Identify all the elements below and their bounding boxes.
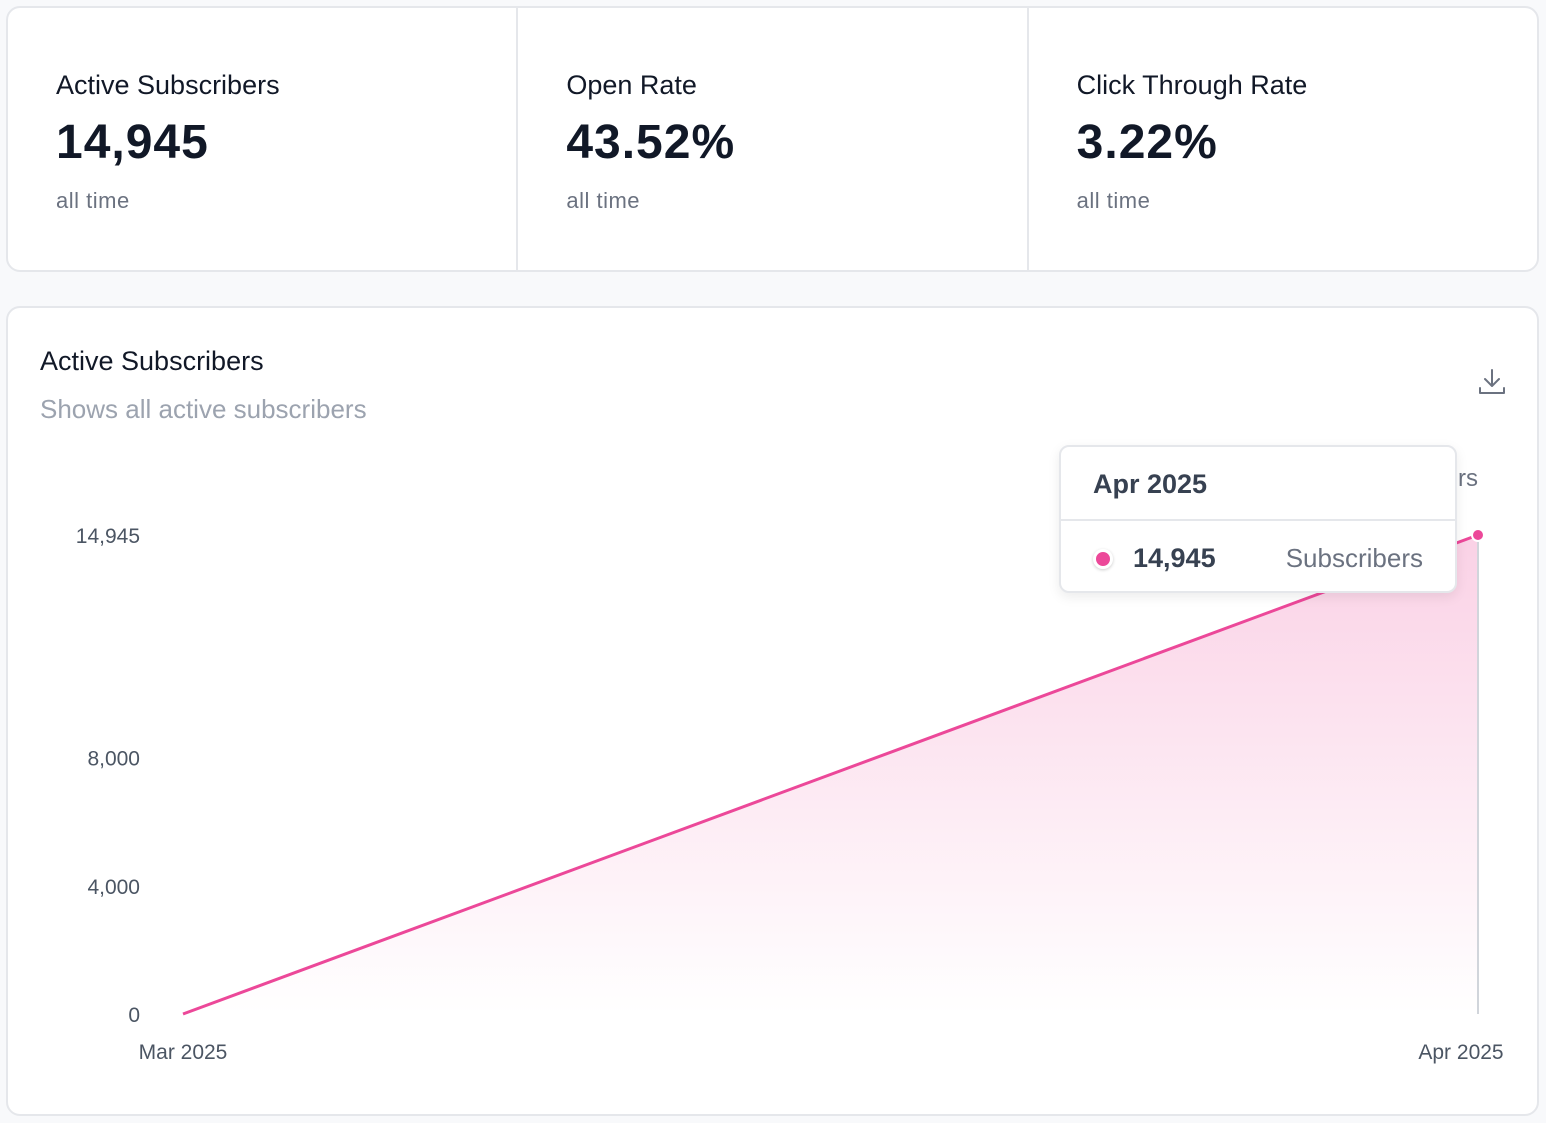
- download-icon[interactable]: [1476, 366, 1508, 398]
- stat-period: all time: [566, 188, 641, 213]
- series-line: [182, 533, 1479, 1016]
- stats-panel: Active Subscribers 14,945 all time Open …: [6, 6, 1539, 272]
- tooltip-value: 14,945: [1133, 543, 1216, 573]
- stat-value: 3.22%: [1076, 116, 1218, 169]
- stat-value: 43.52%: [566, 116, 736, 169]
- chart-tooltip: Apr 2025 14,945 Subscribers: [1059, 445, 1457, 593]
- tooltip-label: Apr 2025: [1061, 447, 1455, 521]
- tooltip-series-name: Subscribers: [1285, 543, 1423, 573]
- stat-period: all time: [1076, 188, 1151, 213]
- y-tick-label: 8,000: [87, 748, 140, 771]
- chart-card: Active Subscribers Shows all active subs…: [6, 306, 1539, 1116]
- y-tick-label: 4,000: [87, 876, 140, 899]
- stat-label: Click Through Rate: [1076, 70, 1308, 100]
- stat-click-through-rate: Click Through Rate 3.22% all time: [1029, 8, 1537, 270]
- stat-open-rate: Open Rate 43.52% all time: [518, 8, 1029, 270]
- y-tick-label: 14,945: [76, 525, 140, 548]
- stat-value: 14,945: [56, 116, 209, 169]
- stat-period: all time: [56, 188, 130, 213]
- chart-subtitle: Shows all active subscribers: [40, 394, 367, 424]
- tooltip-row: 14,945 Subscribers: [1061, 521, 1455, 574]
- x-tick-label: Apr 2025: [1418, 1041, 1503, 1064]
- area-chart: 0 4,000 8,000 14,945 Mar 2025 Apr 2025 Subscri…: [76, 465, 1504, 1064]
- stat-label: Open Rate: [566, 70, 697, 100]
- stat-active-subscribers: Active Subscribers 14,945 all time: [8, 8, 519, 270]
- series-dot-icon: [1093, 548, 1113, 569]
- y-tick-label: 0: [128, 1004, 140, 1027]
- stat-label: Active Subscribers: [56, 70, 280, 100]
- chart-title: Active Subscribers: [40, 346, 264, 376]
- x-tick-label: Mar 2025: [139, 1041, 228, 1064]
- active-point: [1471, 528, 1485, 542]
